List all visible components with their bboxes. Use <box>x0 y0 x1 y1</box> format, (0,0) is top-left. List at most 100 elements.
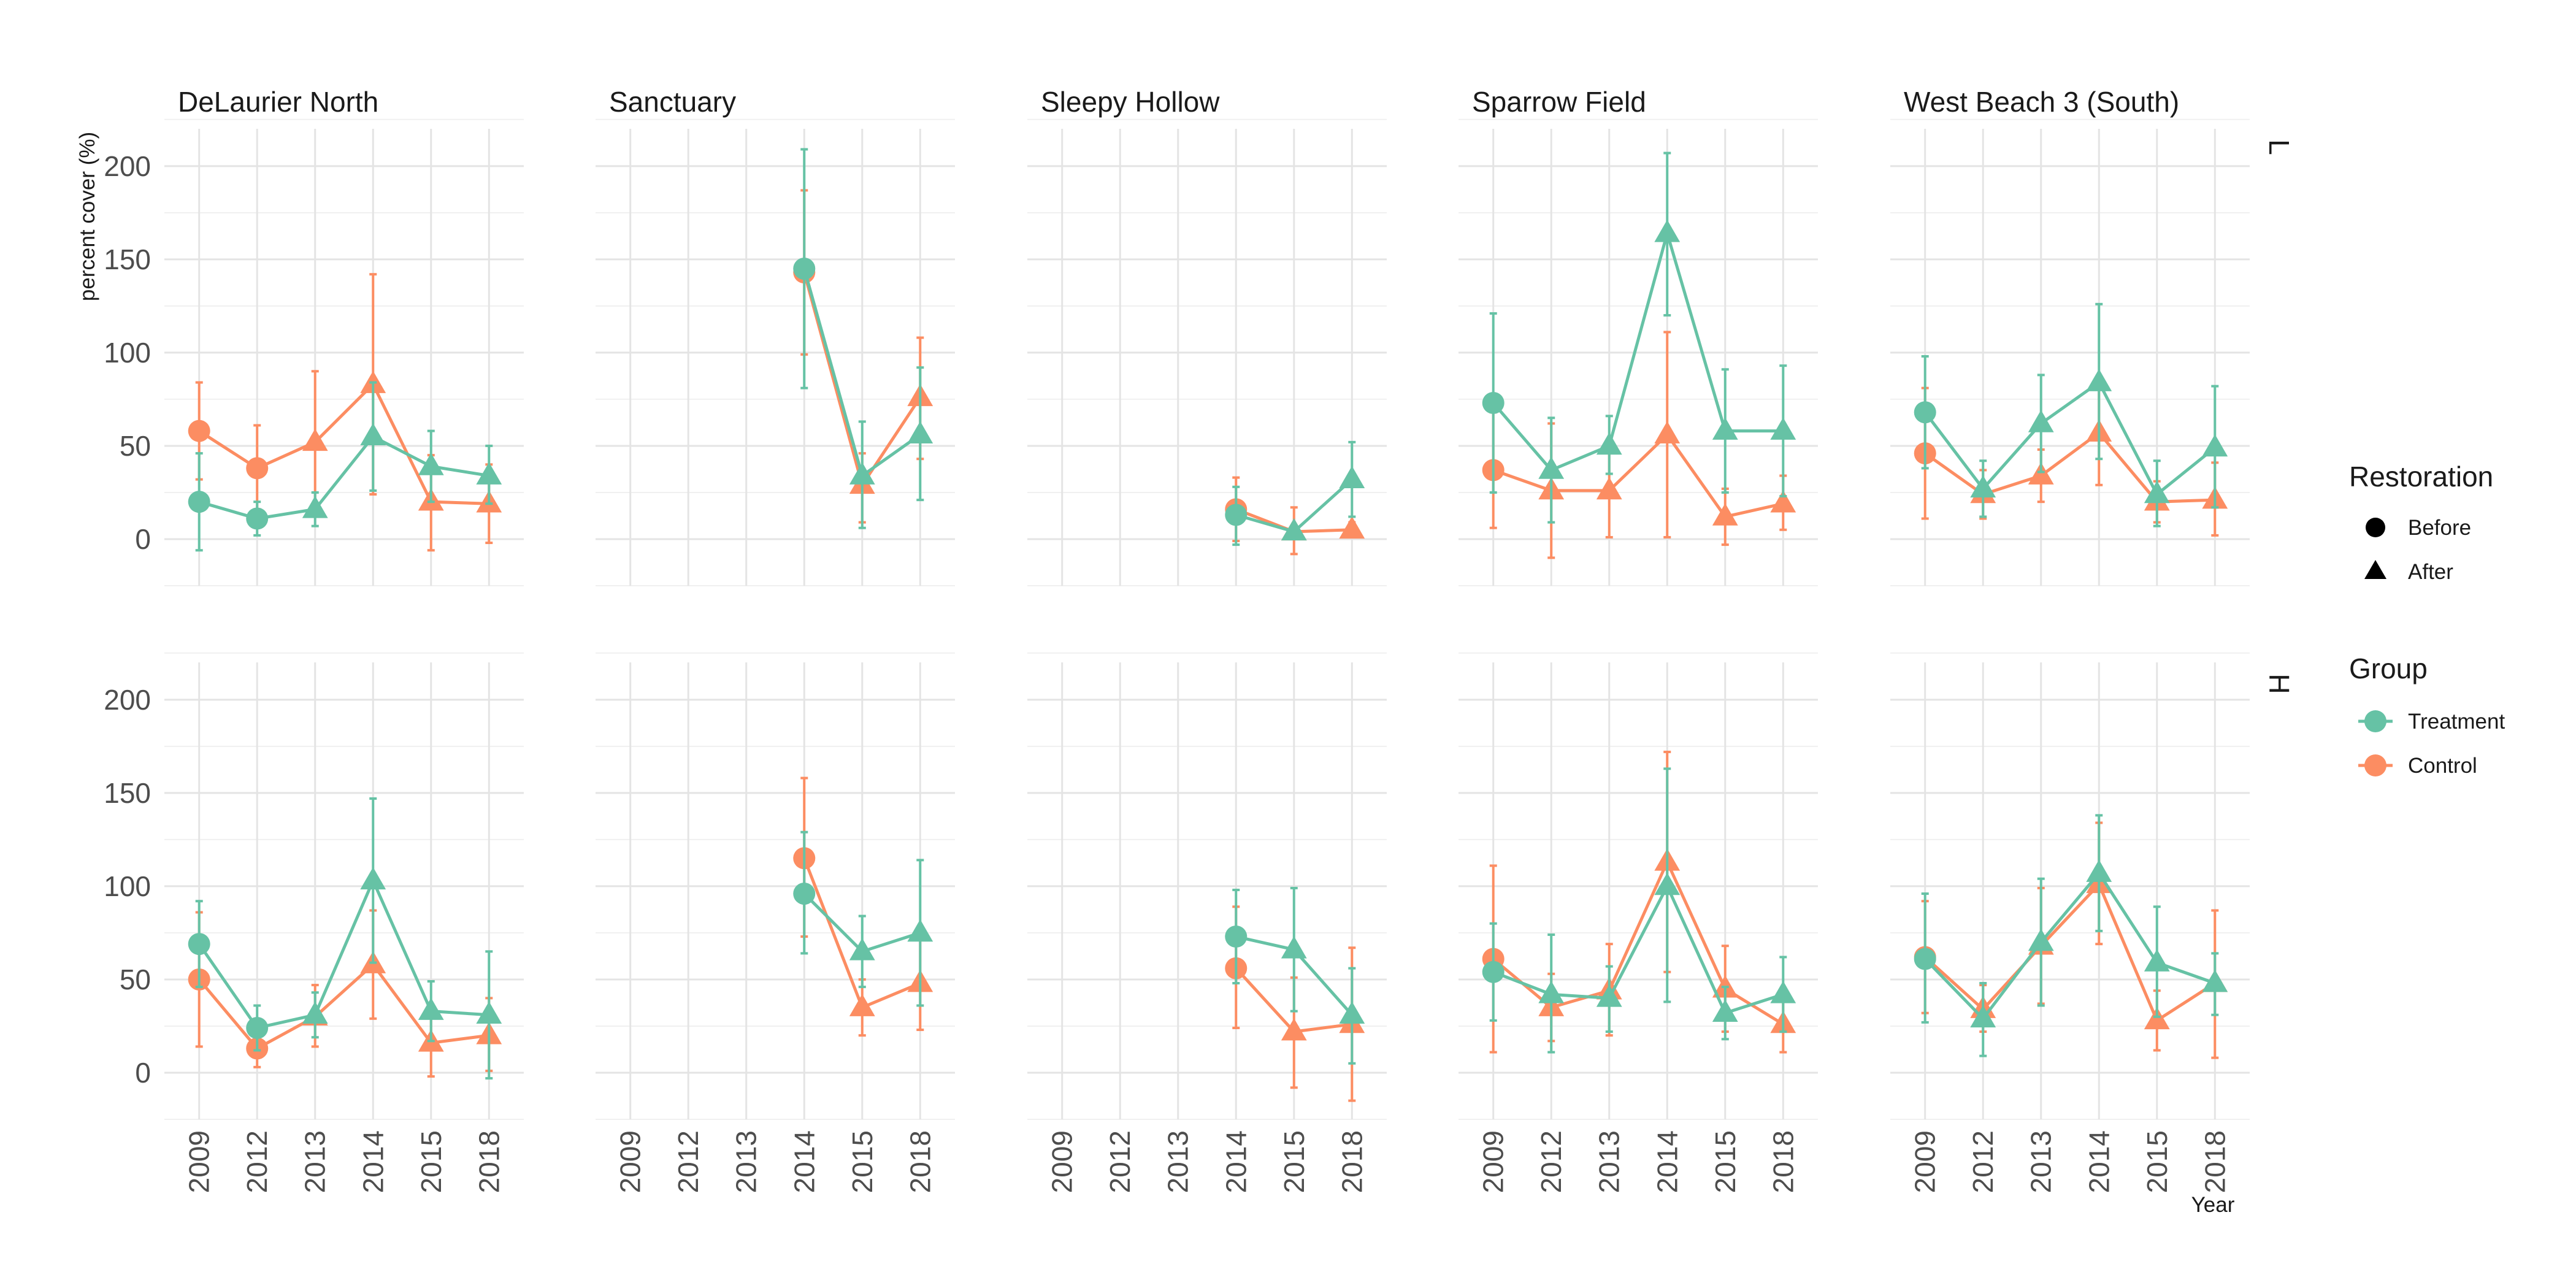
data-point-after <box>1654 220 1681 242</box>
y-tick-label: 200 <box>104 150 151 182</box>
series-treatment <box>188 797 502 1080</box>
treatment-legend-key <box>2364 710 2386 732</box>
control-legend-key <box>2364 754 2386 776</box>
series-treatment <box>1914 814 2228 1057</box>
panel-l-delaurier-north: 0 50 100 150 200 DeLaurier North <box>104 86 524 586</box>
data-point-after <box>418 453 444 475</box>
y-tick-label: 100 <box>104 337 151 369</box>
x-tick-label: 2009 <box>183 1130 215 1193</box>
x-tick-label: 2014 <box>788 1130 820 1193</box>
x-tick-label: 2012 <box>1535 1130 1567 1193</box>
series-control <box>1914 821 2228 1059</box>
x-axis-title: Year <box>2191 1193 2235 1217</box>
facet-strip-delaurier-north: DeLaurier North <box>178 86 378 118</box>
facet-strip-west-beach-3-south: West Beach 3 (South) <box>1904 86 2179 118</box>
series-line-control <box>198 381 489 505</box>
data-point-after <box>1770 490 1796 513</box>
facet-strip-sanctuary: Sanctuary <box>609 86 736 118</box>
x-tick-label: 2013 <box>1593 1130 1625 1193</box>
data-point-after <box>1770 981 1796 1003</box>
data-point-before <box>1225 504 1248 526</box>
series-treatment <box>1914 302 2228 527</box>
panel-h-sleepy-hollow: 2009 2012 2013 2014 2015 2018 <box>1027 652 1387 1193</box>
x-tick-label: 2018 <box>1767 1130 1799 1193</box>
x-tick-label: 2014 <box>2083 1130 2115 1193</box>
x-tick-label: 2018 <box>1336 1130 1368 1193</box>
data-point-after <box>849 938 875 960</box>
y-tick-label: 200 <box>104 684 151 716</box>
data-point-before <box>1482 960 1505 983</box>
y-axis-title: percent cover (%) <box>75 132 99 301</box>
data-point-after <box>1596 477 1622 500</box>
data-point-after <box>418 997 444 1020</box>
series-control <box>188 909 502 1078</box>
data-point-after <box>1712 999 1738 1022</box>
data-point-after <box>1770 417 1796 440</box>
data-point-after <box>1970 1005 1996 1028</box>
data-point-before <box>1914 401 1936 424</box>
x-tick-label: 2015 <box>1278 1130 1310 1193</box>
series-line-treatment <box>1492 228 1784 472</box>
x-tick-label: 2014 <box>1651 1130 1683 1193</box>
panel-l-west-beach-3-south: West Beach 3 (South) <box>1890 86 2250 586</box>
data-point-after <box>360 423 386 446</box>
data-point-after <box>1538 456 1565 479</box>
before-legend-label: Before <box>2408 516 2471 540</box>
data-point-after <box>1712 503 1738 526</box>
data-point-before <box>188 491 210 513</box>
panel-l-sanctuary: Sanctuary <box>596 86 955 586</box>
series-line-control <box>1924 881 2216 1023</box>
panels-layer: 0 50 100 150 200 DeLaurier North Sanctuary Slee… <box>104 86 2295 1193</box>
series-treatment <box>793 148 933 529</box>
data-point-before <box>1914 948 1936 970</box>
x-tick-label: 2012 <box>241 1130 273 1193</box>
data-point-after <box>907 919 933 942</box>
data-point-after <box>1712 417 1738 440</box>
panel-h-sparrow-field: 2009 2012 2013 2014 2015 2018 <box>1459 652 1818 1193</box>
data-point-after <box>1281 1018 1307 1041</box>
data-point-before <box>793 883 816 905</box>
panel-h-west-beach-3-south: 2009 2012 2013 2014 2015 2018 <box>1890 652 2250 1193</box>
series-treatment <box>188 381 502 552</box>
series-treatment <box>1482 767 1796 1054</box>
series-treatment <box>1482 151 1796 524</box>
facet-strip-row-l: L <box>2263 139 2295 155</box>
y-tick-label: 150 <box>104 243 151 275</box>
data-point-before <box>246 507 269 530</box>
facet-strip-sleepy-hollow: Sleepy Hollow <box>1041 86 1220 118</box>
x-tick-label: 2018 <box>904 1130 936 1193</box>
x-tick-label: 2012 <box>1104 1130 1136 1193</box>
data-point-after <box>476 462 502 485</box>
x-tick-label: 2015 <box>415 1130 447 1193</box>
data-point-after <box>1970 475 1996 498</box>
series-line-treatment <box>1923 380 2216 497</box>
data-point-after <box>1538 981 1565 1003</box>
data-point-before <box>188 420 210 442</box>
data-point-after <box>2202 970 2228 992</box>
panel-h-delaurier-north: 0 50 100 150 200 2009 2012 2013 2014 2015 2018 <box>104 652 524 1193</box>
data-point-after <box>302 428 328 451</box>
series-line-treatment <box>197 876 489 1030</box>
series-line-control <box>1492 432 1784 519</box>
y-tick-label: 0 <box>135 1057 151 1089</box>
series-treatment <box>793 830 933 1007</box>
data-point-after <box>2086 859 2112 882</box>
x-tick-label: 2014 <box>1220 1130 1252 1193</box>
data-point-after <box>1339 1001 1365 1024</box>
data-point-after <box>849 462 875 485</box>
x-tick-label: 2012 <box>1967 1130 1999 1193</box>
data-point-after <box>1339 466 1365 488</box>
x-tick-label: 2015 <box>846 1130 878 1193</box>
data-point-after <box>907 421 933 443</box>
data-point-after <box>2144 481 2170 504</box>
series-line-treatment <box>1492 883 1784 1015</box>
data-point-after <box>476 1001 502 1024</box>
data-point-after <box>1596 984 1622 1007</box>
data-point-after <box>2028 929 2054 951</box>
y-tick-label: 100 <box>104 870 151 902</box>
data-point-after <box>1654 421 1681 443</box>
data-point-after <box>2144 949 2170 972</box>
treatment-legend-label: Treatment <box>2408 710 2505 734</box>
data-point-after <box>2028 410 2054 432</box>
